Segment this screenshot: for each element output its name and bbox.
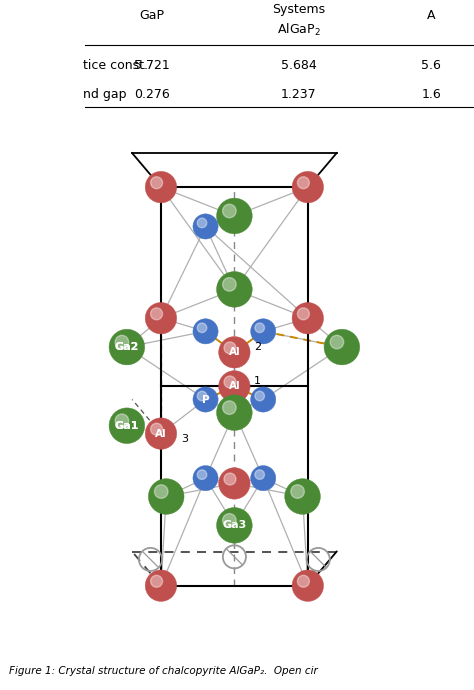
Circle shape (151, 575, 163, 587)
Circle shape (217, 198, 252, 234)
Text: P: P (202, 395, 210, 404)
Circle shape (324, 329, 360, 365)
Text: nd gap: nd gap (83, 88, 127, 101)
Circle shape (223, 401, 236, 415)
Text: 1.237: 1.237 (281, 88, 317, 101)
Circle shape (109, 329, 145, 365)
Circle shape (193, 319, 218, 344)
Circle shape (148, 479, 184, 514)
Circle shape (292, 171, 324, 203)
Text: Systems: Systems (272, 3, 325, 16)
Circle shape (297, 308, 310, 319)
Text: 5.684: 5.684 (281, 59, 317, 72)
Circle shape (197, 470, 207, 480)
Circle shape (151, 308, 163, 319)
Circle shape (145, 570, 177, 602)
Circle shape (330, 335, 344, 349)
Text: 2: 2 (255, 342, 262, 352)
Circle shape (223, 277, 236, 291)
Text: Ga1: Ga1 (115, 421, 139, 431)
Circle shape (219, 468, 250, 499)
Circle shape (224, 376, 236, 388)
Circle shape (217, 395, 252, 431)
Text: Al: Al (155, 428, 167, 439)
Text: GaP: GaP (139, 9, 164, 22)
Text: Ga2: Ga2 (115, 342, 139, 352)
Circle shape (145, 418, 177, 449)
Circle shape (224, 342, 236, 354)
Text: Al: Al (228, 347, 240, 357)
Circle shape (297, 575, 310, 587)
Circle shape (193, 466, 218, 491)
Circle shape (217, 272, 252, 307)
Circle shape (219, 371, 250, 402)
Text: Ga1: Ga1 (115, 421, 139, 431)
Text: 5.721: 5.721 (134, 59, 170, 72)
Circle shape (285, 479, 320, 514)
Circle shape (255, 391, 264, 401)
Circle shape (291, 485, 304, 498)
Circle shape (223, 204, 236, 218)
Circle shape (223, 513, 236, 527)
Circle shape (197, 323, 207, 333)
Circle shape (197, 218, 207, 228)
Circle shape (292, 570, 324, 602)
Circle shape (292, 302, 324, 334)
Circle shape (251, 387, 276, 412)
Text: Figure 1: Crystal structure of chalcopyrite AlGaP₂.  Open cir: Figure 1: Crystal structure of chalcopyr… (9, 667, 318, 676)
Text: 1.6: 1.6 (421, 88, 441, 101)
Circle shape (151, 423, 163, 435)
Circle shape (251, 466, 276, 491)
Text: 5.6: 5.6 (421, 59, 441, 72)
Text: 1: 1 (255, 376, 261, 386)
Circle shape (193, 214, 218, 239)
Text: 3: 3 (181, 434, 188, 444)
Circle shape (145, 302, 177, 334)
Circle shape (193, 387, 218, 412)
Text: AlGaP$_2$: AlGaP$_2$ (277, 21, 320, 37)
Text: 0.276: 0.276 (134, 88, 170, 101)
Circle shape (217, 508, 252, 543)
Circle shape (109, 408, 145, 444)
Circle shape (255, 323, 264, 333)
Circle shape (155, 485, 168, 498)
Circle shape (197, 391, 207, 401)
Text: Al: Al (228, 382, 240, 391)
Text: tice const.: tice const. (83, 59, 148, 72)
Circle shape (115, 414, 128, 428)
Circle shape (151, 177, 163, 188)
Text: Ga2: Ga2 (115, 342, 139, 352)
Circle shape (145, 171, 177, 203)
Circle shape (251, 319, 276, 344)
Circle shape (224, 473, 236, 485)
Text: Ga3: Ga3 (222, 520, 246, 531)
Circle shape (115, 335, 128, 349)
Text: A: A (427, 9, 436, 22)
Circle shape (219, 337, 250, 368)
Circle shape (255, 470, 264, 480)
Circle shape (297, 177, 310, 188)
